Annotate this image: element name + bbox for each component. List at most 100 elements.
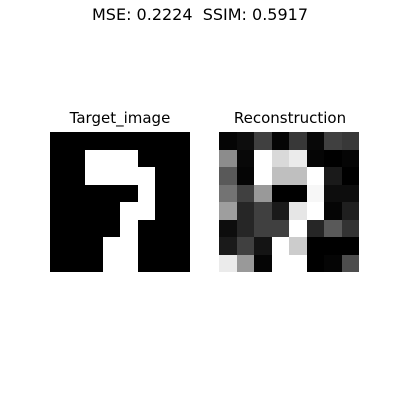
reconstruction-pixel bbox=[341, 219, 359, 237]
reconstruction-pixel bbox=[236, 202, 254, 220]
reconstruction-pixel bbox=[306, 219, 324, 237]
target-pixel bbox=[50, 184, 68, 202]
reconstruction-pixel bbox=[236, 149, 254, 167]
reconstruction-pixel bbox=[341, 132, 359, 150]
target-pixel bbox=[85, 149, 103, 167]
target-pixel bbox=[137, 149, 155, 167]
reconstruction-pixel bbox=[254, 237, 272, 255]
target-pixel bbox=[120, 132, 138, 150]
reconstruction-pixel bbox=[236, 237, 254, 255]
reconstruction-pixel bbox=[271, 167, 289, 185]
reconstruction-pixel bbox=[341, 184, 359, 202]
target-pixel bbox=[102, 254, 120, 272]
reconstruction-pixel bbox=[271, 219, 289, 237]
target-pixel bbox=[155, 132, 173, 150]
reconstruction-pixel bbox=[306, 254, 324, 272]
reconstruction-pixel bbox=[254, 219, 272, 237]
reconstruction-pixel bbox=[219, 254, 237, 272]
reconstruction-pixel bbox=[219, 132, 237, 150]
target-pixel bbox=[172, 202, 190, 220]
reconstruction-pixel bbox=[236, 219, 254, 237]
target-pixel bbox=[120, 202, 138, 220]
target-pixel bbox=[50, 202, 68, 220]
reconstruction-pixel bbox=[254, 149, 272, 167]
target-pixel bbox=[85, 132, 103, 150]
reconstruction-pixel bbox=[219, 202, 237, 220]
reconstruction-pixel bbox=[289, 237, 307, 255]
reconstruction-pixel bbox=[254, 167, 272, 185]
reconstruction-pixel bbox=[236, 167, 254, 185]
reconstruction-pixel bbox=[341, 202, 359, 220]
target-pixel bbox=[102, 202, 120, 220]
reconstruction-pixel bbox=[271, 254, 289, 272]
target-pixel bbox=[120, 219, 138, 237]
reconstruction-pixel bbox=[289, 149, 307, 167]
target-pixel bbox=[137, 184, 155, 202]
reconstruction-pixel bbox=[324, 132, 342, 150]
target-pixel bbox=[67, 254, 85, 272]
reconstruction-pixel bbox=[341, 149, 359, 167]
reconstruction-pixel bbox=[306, 202, 324, 220]
reconstruction-pixel bbox=[306, 184, 324, 202]
target-pixel bbox=[172, 184, 190, 202]
target-pixel bbox=[67, 184, 85, 202]
target-pixel bbox=[50, 254, 68, 272]
target-pixel bbox=[102, 237, 120, 255]
target-pixel bbox=[172, 254, 190, 272]
target-image-grid bbox=[50, 132, 190, 272]
target-pixel bbox=[67, 219, 85, 237]
reconstruction-pixel bbox=[254, 132, 272, 150]
reconstruction-pixel bbox=[289, 202, 307, 220]
reconstruction-pixel bbox=[289, 184, 307, 202]
reconstruction-pixel bbox=[236, 132, 254, 150]
target-pixel bbox=[172, 132, 190, 150]
reconstruction-title: Reconstruction bbox=[233, 109, 347, 127]
target-pixel bbox=[155, 149, 173, 167]
target-pixel bbox=[50, 219, 68, 237]
reconstruction-pixel bbox=[306, 167, 324, 185]
target-pixel bbox=[137, 237, 155, 255]
target-pixel bbox=[137, 219, 155, 237]
reconstruction-pixel bbox=[324, 167, 342, 185]
reconstruction-pixel bbox=[324, 219, 342, 237]
target-pixel bbox=[102, 167, 120, 185]
reconstruction-pixel bbox=[306, 237, 324, 255]
target-pixel bbox=[67, 167, 85, 185]
target-pixel bbox=[120, 184, 138, 202]
target-pixel bbox=[172, 237, 190, 255]
target-pixel bbox=[137, 254, 155, 272]
target-pixel bbox=[85, 219, 103, 237]
reconstruction-pixel bbox=[341, 237, 359, 255]
target-pixel bbox=[120, 237, 138, 255]
reconstruction-pixel bbox=[306, 149, 324, 167]
target-pixel bbox=[155, 202, 173, 220]
target-pixel bbox=[155, 237, 173, 255]
reconstruction-pixel bbox=[289, 254, 307, 272]
target-pixel bbox=[50, 132, 68, 150]
target-pixel bbox=[172, 219, 190, 237]
target-pixel bbox=[155, 184, 173, 202]
target-pixel bbox=[67, 149, 85, 167]
reconstruction-pixel bbox=[254, 184, 272, 202]
reconstruction-pixel bbox=[324, 202, 342, 220]
reconstruction-pixel bbox=[254, 254, 272, 272]
reconstruction-pixel bbox=[236, 184, 254, 202]
target-pixel bbox=[85, 184, 103, 202]
reconstruction-pixel bbox=[289, 132, 307, 150]
reconstruction-pixel bbox=[324, 184, 342, 202]
reconstruction-pixel bbox=[254, 202, 272, 220]
target-pixel bbox=[155, 167, 173, 185]
target-pixel bbox=[137, 167, 155, 185]
reconstruction-pixel bbox=[219, 167, 237, 185]
reconstruction-pixel bbox=[324, 237, 342, 255]
target-pixel bbox=[50, 149, 68, 167]
target-image-title: Target_image bbox=[69, 109, 171, 127]
reconstruction-pixel bbox=[324, 149, 342, 167]
target-pixel bbox=[137, 202, 155, 220]
target-pixel bbox=[85, 202, 103, 220]
reconstruction-pixel bbox=[219, 149, 237, 167]
reconstruction-pixel bbox=[271, 202, 289, 220]
target-pixel bbox=[155, 254, 173, 272]
reconstruction-pixel bbox=[324, 254, 342, 272]
target-pixel bbox=[85, 167, 103, 185]
